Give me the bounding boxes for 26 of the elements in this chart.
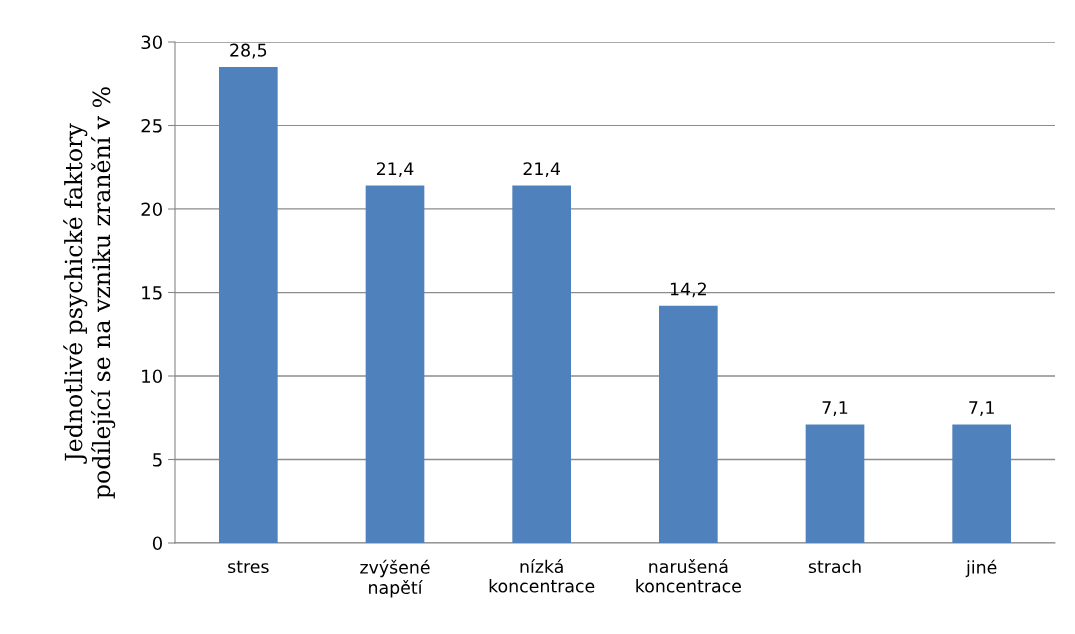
y-axis-title: Jednotlivé psychické faktory podílející se na vzniku zranění v % — [63, 87, 116, 499]
y-tick-label: 10 — [142, 369, 162, 384]
bar — [805, 424, 865, 543]
x-tick-label: nízká koncentrace — [489, 558, 595, 593]
bar — [219, 67, 278, 543]
y-tick-label: 20 — [141, 202, 162, 217]
bar — [365, 185, 425, 543]
y-tick-label: 0 — [152, 536, 162, 551]
y-tick-label: 25 — [141, 118, 162, 133]
y-tick-label: 15 — [142, 286, 162, 300]
bar — [659, 305, 718, 543]
data-label: 7,1 — [822, 401, 848, 416]
data-label: 7,1 — [969, 401, 994, 416]
y-tick-label: 5 — [153, 453, 162, 467]
x-tick-label: zvýšené napětí — [360, 559, 430, 598]
y-tick-label: 30 — [141, 35, 162, 50]
data-label: 28,5 — [230, 43, 267, 59]
x-tick-label: strach — [808, 559, 861, 574]
bar — [952, 424, 1011, 543]
x-tick-label: jiné — [965, 559, 997, 578]
x-tick-label: stres — [228, 560, 269, 574]
bar — [512, 185, 571, 543]
data-label: 21,4 — [523, 162, 561, 178]
data-label: 14,2 — [670, 282, 706, 298]
data-label: 21,4 — [376, 162, 414, 178]
x-tick-label: narušená koncentrace — [636, 558, 741, 593]
